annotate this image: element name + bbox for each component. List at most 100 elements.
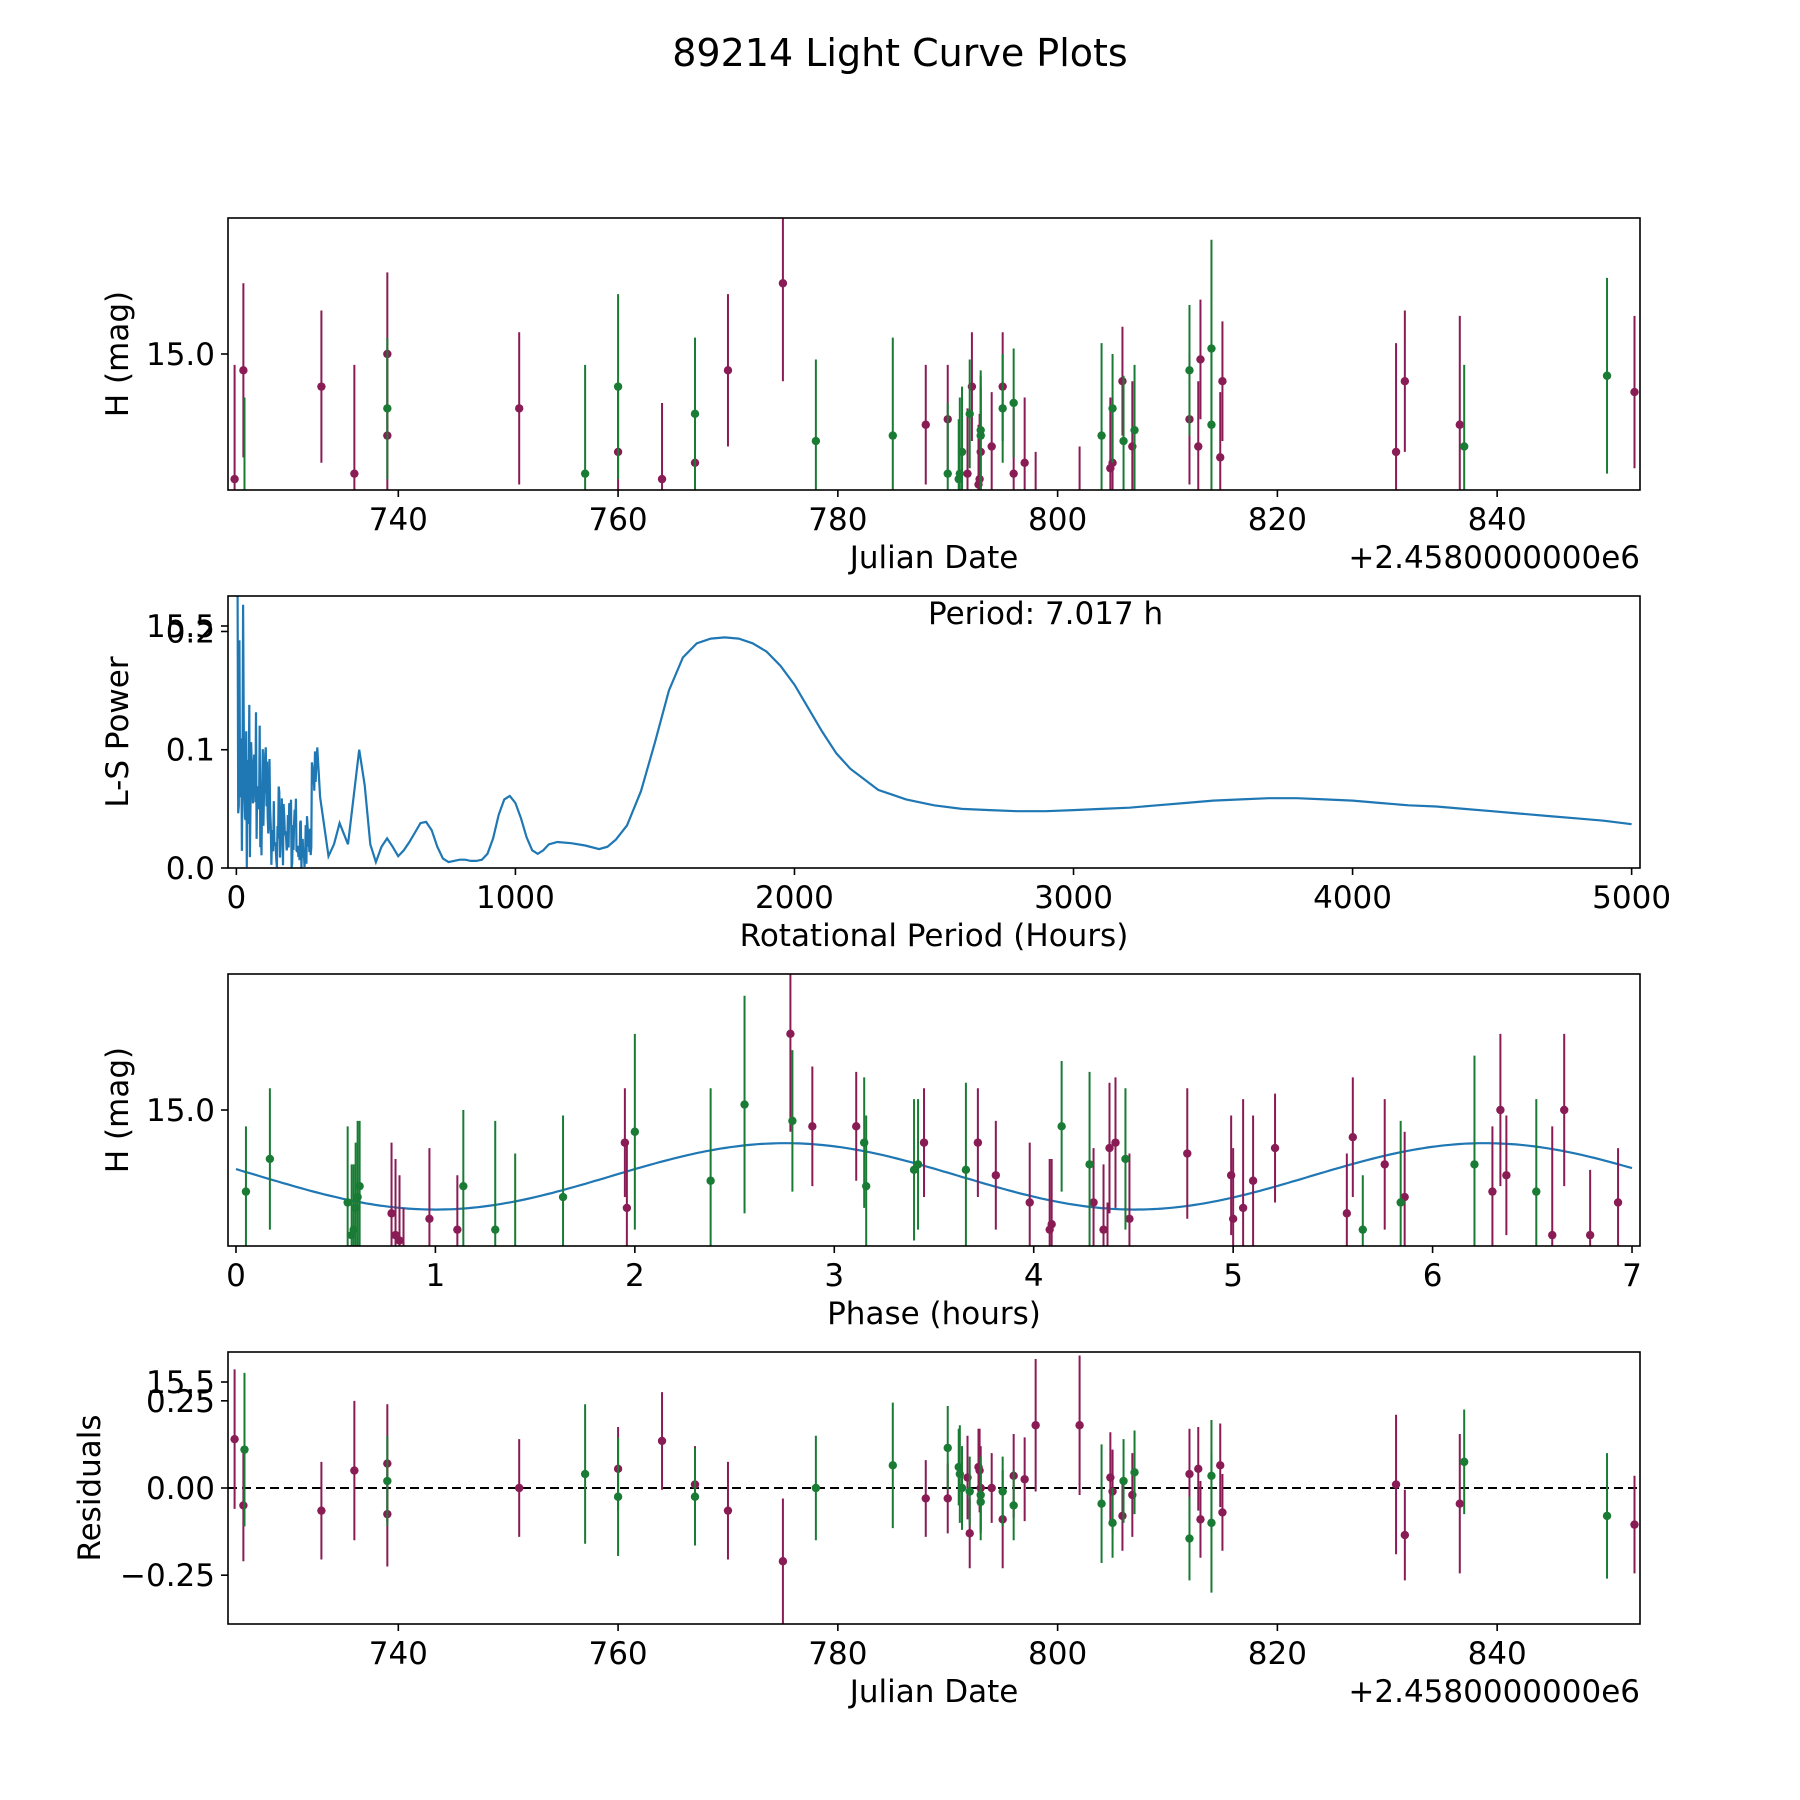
resid-green-point [957, 1483, 967, 1493]
phase-green-point [265, 1154, 275, 1164]
resid-magenta-point [1031, 1421, 1040, 1430]
phase-green-point [1396, 1198, 1405, 1207]
lc-magenta-point [921, 420, 930, 429]
lc-magenta-point [514, 404, 524, 413]
resid-magenta-point [1196, 1515, 1205, 1524]
phase-magenta-point [425, 1214, 434, 1224]
resid-plot-area [228, 1355, 1640, 1624]
phase-magenta-point [1111, 1138, 1120, 1147]
resid-green-point [965, 1487, 974, 1496]
lc-magenta-point [230, 474, 239, 484]
resid-green-point [1602, 1511, 1612, 1521]
resid-xtick-label: 820 [1248, 1636, 1307, 1672]
phase-magenta-point [1560, 1105, 1569, 1115]
lc-panel [221, 217, 1641, 627]
phase-magenta-point [991, 1171, 1001, 1180]
ls-xtick-label: 2000 [755, 880, 834, 916]
ls-xtick-label: 5000 [1592, 880, 1671, 916]
ls-power-curve [236, 596, 1632, 868]
lc-green-point [1185, 366, 1194, 375]
lc-ytick-label: 15.5 [146, 609, 215, 645]
phase-magenta-point [1613, 1198, 1623, 1207]
lc-magenta-point [1455, 420, 1464, 429]
phase-panel [221, 973, 1641, 1383]
resid-magenta-point [239, 1501, 248, 1510]
lc-green-point [976, 425, 985, 435]
phase-magenta-point [973, 1138, 983, 1147]
lc-magenta-point [1020, 458, 1029, 467]
lc-green-point [1602, 371, 1612, 380]
phase-green-point [1532, 1187, 1541, 1196]
phase-plot-area [235, 974, 1633, 1315]
resid-magenta-point [1400, 1530, 1410, 1540]
resid-magenta-point [943, 1494, 952, 1503]
phase-magenta-point [387, 1209, 396, 1218]
phase-green-point [1121, 1154, 1130, 1164]
resid-xtick-label: 800 [1028, 1636, 1087, 1672]
ls-xlabel: Rotational Period (Hours) [740, 918, 1129, 954]
resid-green-point [690, 1492, 700, 1501]
lc-xtick-label: 740 [369, 502, 428, 538]
phase-magenta-point [852, 1122, 861, 1131]
phase-xtick-label: 0 [226, 1258, 246, 1294]
lc-green-point [1459, 442, 1469, 451]
resid-magenta-point [921, 1494, 930, 1503]
resid-xtick-label: 840 [1468, 1636, 1527, 1672]
lc-xlabel: Julian Date [848, 540, 1019, 576]
resid-magenta-point [1455, 1499, 1464, 1508]
resid-ytick-label: −0.25 [120, 1558, 215, 1594]
resid-green-point [1119, 1476, 1128, 1486]
lc-magenta-point [1194, 442, 1203, 451]
lc-xtick-label: 840 [1468, 502, 1527, 538]
resid-magenta-point [965, 1529, 974, 1538]
phase-axes-frame [227, 973, 1641, 1247]
phase-magenta-point [786, 1029, 795, 1039]
resid-magenta-point [514, 1483, 524, 1493]
phase-magenta-point [1548, 1230, 1557, 1240]
lc-green-point [965, 409, 974, 419]
phase-green-point [343, 1198, 352, 1207]
phase-magenta-point [453, 1225, 462, 1234]
phase-magenta-point [1342, 1209, 1352, 1218]
phase-magenta-point [1089, 1198, 1098, 1207]
phase-magenta-point [1105, 1143, 1114, 1153]
phase-green-point [861, 1181, 871, 1191]
resid-magenta-point [230, 1434, 239, 1444]
phase-magenta-point [622, 1203, 632, 1213]
phase-magenta-point [1125, 1214, 1134, 1224]
ls-axes-frame [227, 595, 1641, 869]
phase-magenta-point [1099, 1225, 1108, 1234]
ls-panel [221, 595, 1641, 875]
lc-xtick-label: 780 [808, 502, 867, 538]
phase-green-point [788, 1116, 797, 1126]
phase-magenta-point [1047, 1220, 1056, 1229]
phase-magenta-point [399, 1307, 407, 1315]
phase-green-point [630, 1127, 640, 1136]
resid-green-point [613, 1492, 623, 1501]
resid-panel [221, 1351, 1641, 1631]
resid-green-point [954, 1462, 963, 1472]
phase-xtick-label: 2 [625, 1258, 645, 1294]
phase-green-point [558, 1192, 568, 1202]
lc-green-point [240, 508, 248, 516]
lc-plot-area [230, 218, 1639, 516]
phase-green-point [1085, 1160, 1094, 1169]
ls-ytick-label: 0.2 [166, 614, 215, 650]
resid-magenta-point [1216, 1461, 1225, 1470]
resid-green-point [1097, 1499, 1106, 1508]
lc-magenta-point [778, 279, 788, 288]
lc-magenta-point [1216, 453, 1225, 462]
resid-xtick-label: 780 [808, 1636, 867, 1672]
phase-xlabel: Phase (hours) [827, 1296, 1041, 1332]
ls-ytick-label: 0.0 [166, 851, 215, 887]
resid-green-point [580, 1469, 590, 1479]
resid-green-point [943, 1443, 952, 1453]
lc-green-point [943, 469, 952, 478]
phase-green-point [961, 1165, 971, 1175]
phase-xtick-label: 3 [824, 1258, 844, 1294]
resid-green-point [1130, 1468, 1139, 1477]
resid-ytick-label: 0.25 [146, 1384, 215, 1420]
phase-magenta-point [1488, 1187, 1497, 1196]
phase-xtick-label: 1 [426, 1258, 446, 1294]
